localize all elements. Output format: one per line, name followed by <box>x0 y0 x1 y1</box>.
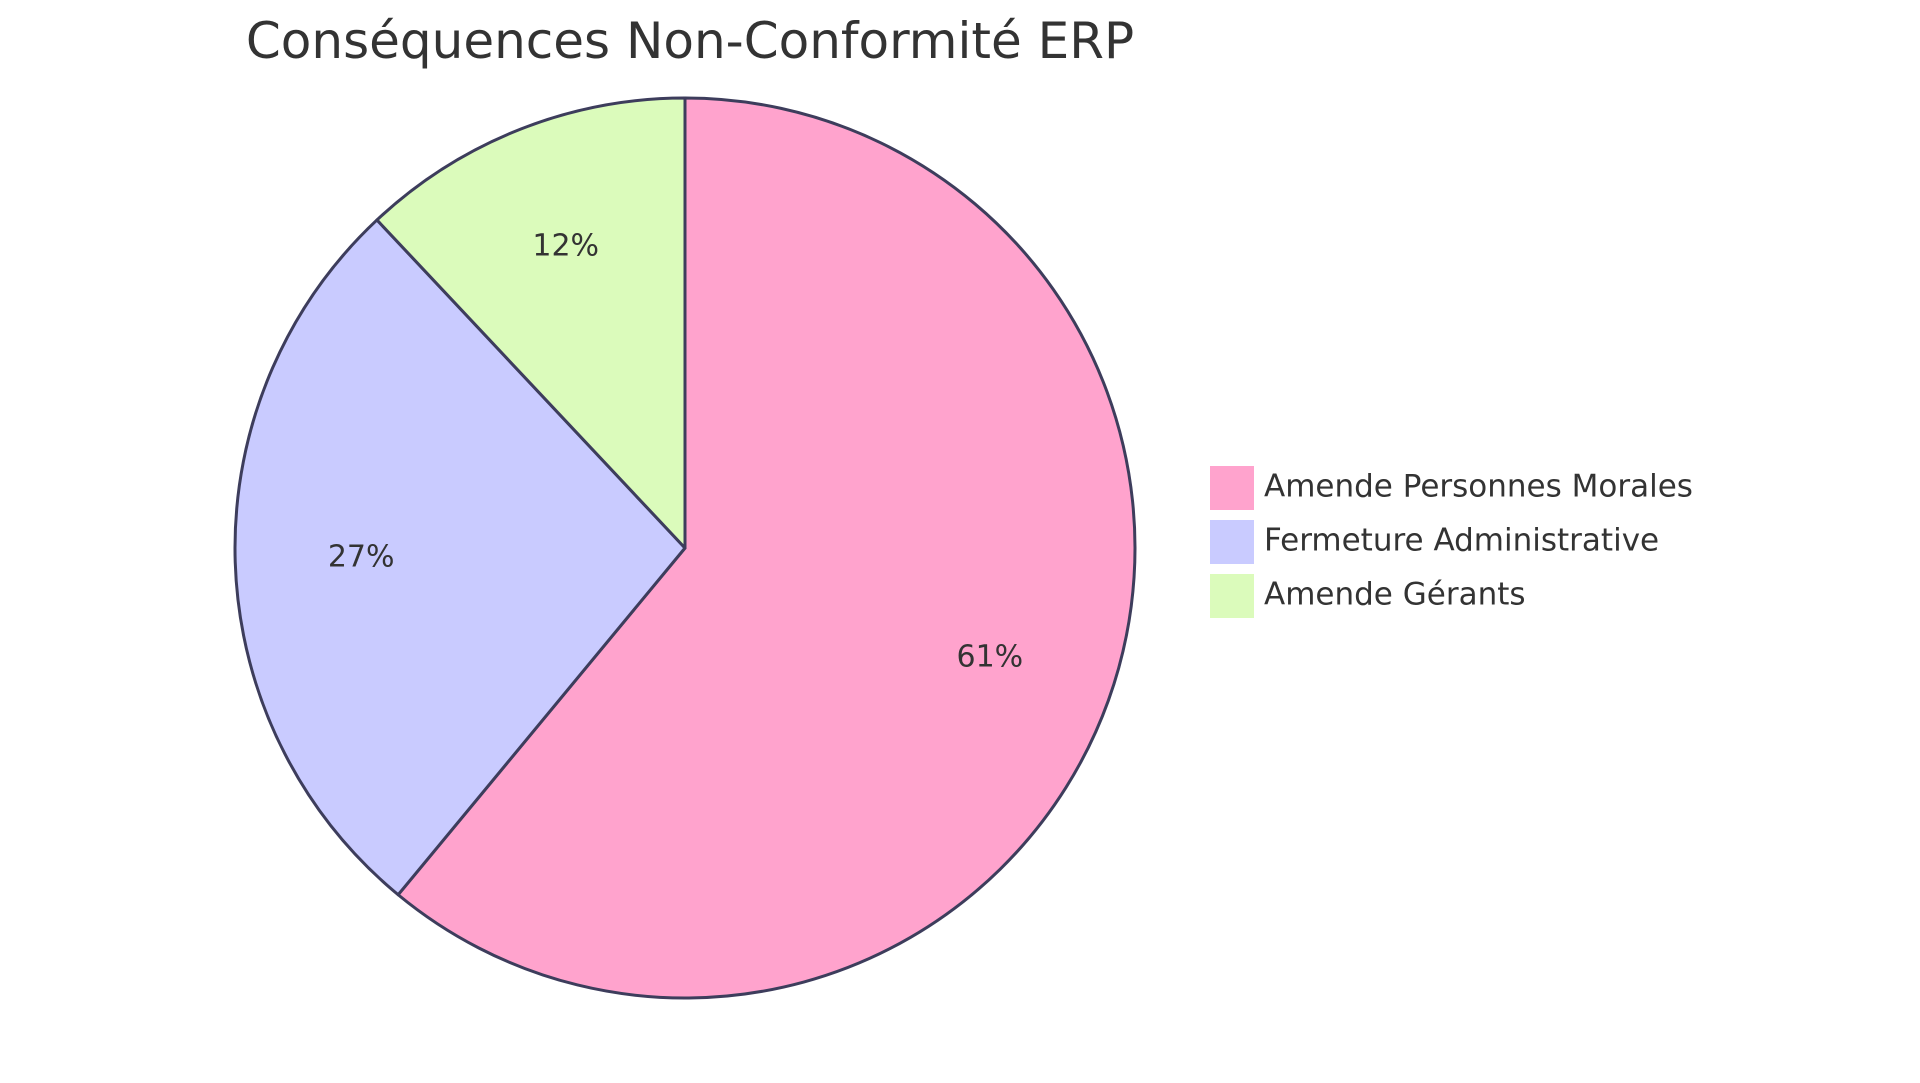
chart-title: Conséquences Non-Conformité ERP <box>246 12 1134 70</box>
legend: Amende Personnes Morales Fermeture Admini… <box>1210 466 1693 618</box>
slice-label-amende-personnes-morales: 61% <box>957 639 1024 674</box>
slice-label-fermeture-administrative: 27% <box>328 540 395 575</box>
legend-swatch-amende-personnes-morales <box>1210 466 1254 510</box>
legend-swatch-fermeture-administrative <box>1210 520 1254 564</box>
legend-label-fermeture-administrative: Fermeture Administrative <box>1264 523 1659 559</box>
pie-slice-amende-personnes-morales <box>396 96 1137 1000</box>
pie-slice-amende-gerants <box>375 96 687 550</box>
legend-swatch-amende-gerants <box>1210 574 1254 618</box>
legend-label-amende-gerants: Amende Gérants <box>1264 577 1526 613</box>
pie-slice-fermeture-administrative <box>233 218 687 897</box>
pie-slices <box>233 96 1137 1000</box>
slice-label-amende-gerants: 12% <box>532 228 599 263</box>
pie-slice-labels: 61% 27% 12% <box>328 228 1023 674</box>
legend-label-amende-personnes-morales: Amende Personnes Morales <box>1264 469 1693 505</box>
